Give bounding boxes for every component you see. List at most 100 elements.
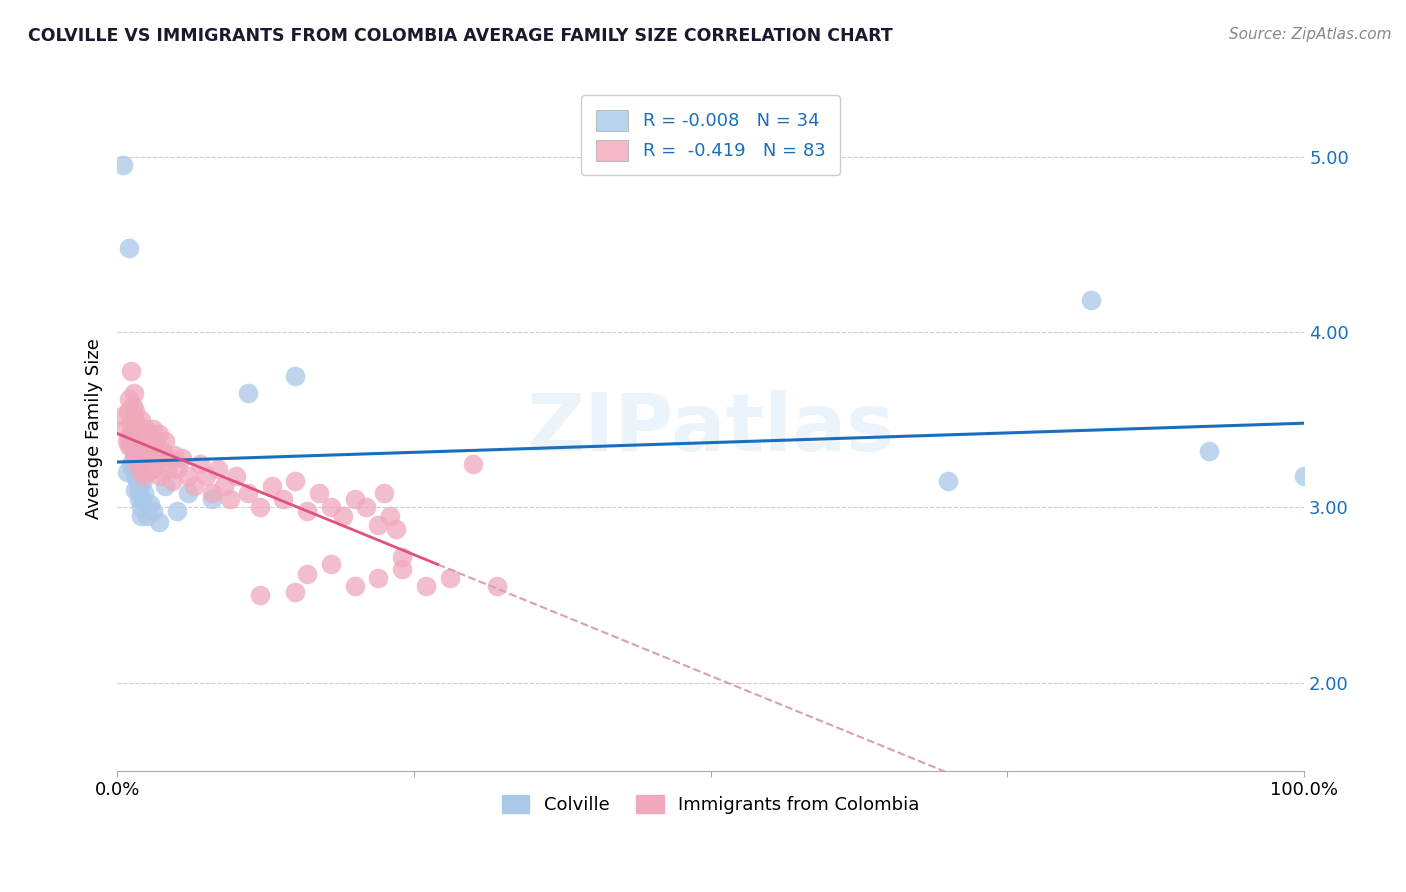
Point	[236, 386, 259, 401]
Point	[343, 491, 366, 506]
Point	[260, 479, 283, 493]
Point	[112, 409, 135, 424]
Point	[127, 474, 149, 488]
Y-axis label: Average Family Size: Average Family Size	[86, 338, 103, 519]
Point	[201, 486, 224, 500]
Point	[118, 430, 141, 444]
Point	[118, 439, 141, 453]
Point	[131, 426, 153, 441]
Point	[195, 469, 218, 483]
Point	[166, 462, 188, 476]
Point	[415, 579, 437, 593]
Point	[367, 571, 389, 585]
Point	[332, 509, 354, 524]
Text: ZIPatlas: ZIPatlas	[527, 390, 894, 467]
Point	[207, 462, 229, 476]
Point	[183, 479, 205, 493]
Point	[121, 439, 143, 453]
Point	[128, 439, 150, 453]
Point	[163, 448, 186, 462]
Point	[308, 486, 330, 500]
Point	[177, 486, 200, 500]
Point	[391, 562, 413, 576]
Point	[132, 434, 155, 448]
Point	[1080, 293, 1102, 308]
Point	[1198, 444, 1220, 458]
Point	[129, 457, 152, 471]
Point	[115, 434, 138, 448]
Point	[172, 451, 194, 466]
Point	[135, 466, 157, 480]
Point	[129, 413, 152, 427]
Point	[128, 483, 150, 497]
Point	[157, 451, 180, 466]
Point	[118, 392, 141, 406]
Point	[385, 522, 408, 536]
Point	[249, 500, 271, 515]
Point	[128, 466, 150, 480]
Point	[115, 466, 138, 480]
Point	[156, 462, 179, 476]
Point	[128, 462, 150, 476]
Point	[135, 509, 157, 524]
Point	[136, 426, 159, 441]
Point	[121, 462, 143, 476]
Point	[120, 457, 142, 471]
Text: Source: ZipAtlas.com: Source: ZipAtlas.com	[1229, 27, 1392, 42]
Point	[439, 571, 461, 585]
Text: COLVILLE VS IMMIGRANTS FROM COLOMBIA AVERAGE FAMILY SIZE CORRELATION CHART: COLVILLE VS IMMIGRANTS FROM COLOMBIA AVE…	[28, 27, 893, 45]
Point	[122, 386, 145, 401]
Legend: Colville, Immigrants from Colombia: Colville, Immigrants from Colombia	[494, 786, 928, 823]
Point	[284, 584, 307, 599]
Point	[135, 421, 157, 435]
Point	[150, 444, 173, 458]
Point	[129, 500, 152, 515]
Point	[122, 448, 145, 462]
Point	[148, 515, 170, 529]
Point	[125, 417, 148, 431]
Point	[343, 579, 366, 593]
Point	[112, 158, 135, 172]
Point	[367, 518, 389, 533]
Point	[188, 457, 211, 471]
Point	[284, 368, 307, 383]
Point	[212, 479, 235, 493]
Point	[160, 474, 183, 488]
Point	[391, 549, 413, 564]
Point	[219, 491, 242, 506]
Point	[118, 241, 141, 255]
Point	[295, 567, 318, 582]
Point	[134, 486, 156, 500]
Point	[936, 474, 959, 488]
Point	[486, 579, 509, 593]
Point	[122, 451, 145, 466]
Point	[236, 486, 259, 500]
Point	[143, 434, 166, 448]
Point	[132, 474, 155, 488]
Point	[121, 399, 143, 413]
Point	[177, 469, 200, 483]
Point	[142, 504, 165, 518]
Point	[273, 491, 295, 506]
Point	[319, 500, 342, 515]
Point	[380, 509, 402, 524]
Point	[142, 462, 165, 476]
Point	[225, 469, 247, 483]
Point	[131, 491, 153, 506]
Point	[142, 421, 165, 435]
Point	[373, 486, 395, 500]
Point	[148, 426, 170, 441]
Point	[166, 504, 188, 518]
Point	[117, 404, 139, 418]
Point	[125, 451, 148, 466]
Point	[356, 500, 378, 515]
Point	[149, 469, 172, 483]
Point	[201, 491, 224, 506]
Point	[120, 363, 142, 377]
Point	[120, 426, 142, 441]
Point	[463, 457, 485, 471]
Point	[135, 434, 157, 448]
Point	[153, 434, 176, 448]
Point	[146, 451, 169, 466]
Point	[120, 417, 142, 431]
